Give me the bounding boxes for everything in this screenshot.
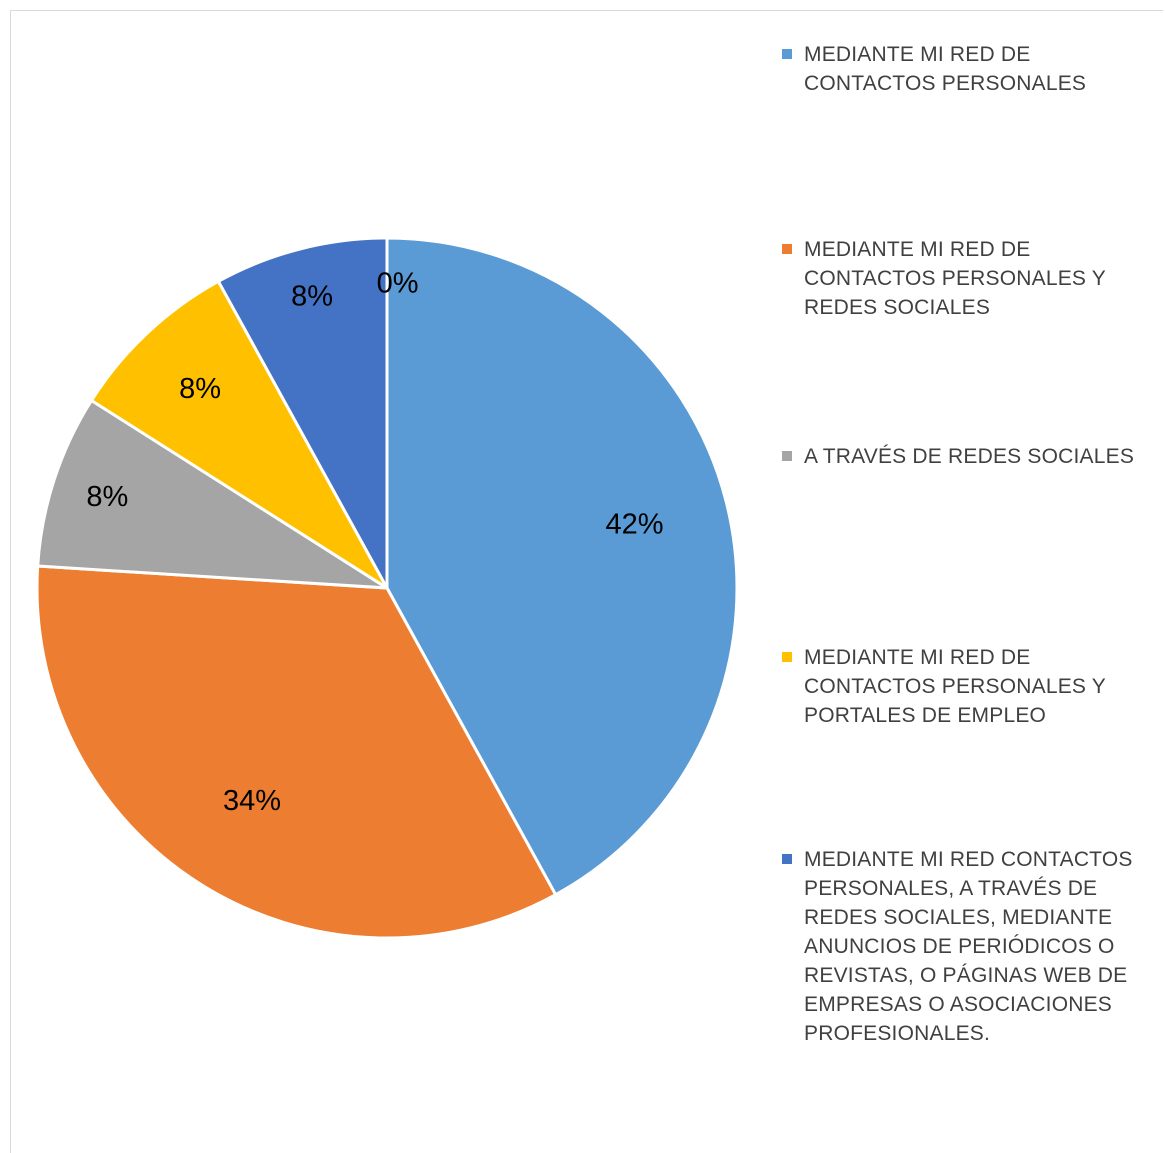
legend-swatch-5: [782, 854, 792, 864]
extra-value-label-1: 0%: [377, 268, 419, 300]
legend-item-1: MEDIANTE MI RED DE CONTACTOS PERSONALES: [782, 40, 1162, 98]
chart-frame: [10, 10, 1163, 1153]
legend-label-1: MEDIANTE MI RED DE CONTACTOS PERSONALES: [804, 43, 1087, 95]
pie-slice-1: [385, 236, 739, 897]
slice-value-label-2: 34%: [223, 785, 281, 817]
pie-slice-5: [216, 236, 389, 590]
slice-value-label-5: 8%: [291, 280, 333, 312]
legend-item-4: MEDIANTE MI RED DE CONTACTOS PERSONALES …: [782, 643, 1162, 730]
slice-value-label-3: 8%: [86, 481, 128, 513]
pie-slice-2: [35, 564, 558, 940]
legend-item-3: A TRAVÉS DE REDES SOCIALES: [782, 442, 1162, 471]
legend-item-5: MEDIANTE MI RED CONTACTOS PERSONALES, A …: [782, 845, 1162, 1048]
slice-value-label-4: 8%: [179, 373, 221, 405]
legend-swatch-2: [782, 244, 792, 254]
legend-swatch-4: [782, 652, 792, 662]
legend-label-2: MEDIANTE MI RED DE CONTACTOS PERSONALES …: [804, 238, 1106, 319]
legend-label-3: A TRAVÉS DE REDES SOCIALES: [804, 445, 1135, 468]
pie-slice-3: [36, 398, 389, 590]
legend-swatch-1: [782, 49, 792, 59]
pie-slice-4: [89, 279, 389, 590]
legend-item-2: MEDIANTE MI RED DE CONTACTOS PERSONALES …: [782, 235, 1162, 322]
legend-label-5: MEDIANTE MI RED CONTACTOS PERSONALES, A …: [804, 848, 1133, 1045]
legend-swatch-3: [782, 451, 792, 461]
legend-label-4: MEDIANTE MI RED DE CONTACTOS PERSONALES …: [804, 646, 1106, 727]
slice-value-label-1: 42%: [605, 508, 663, 540]
